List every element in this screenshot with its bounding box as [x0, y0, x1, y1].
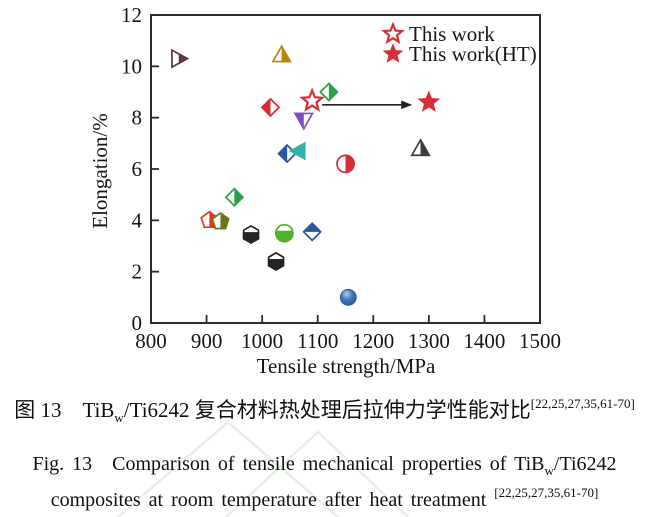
y-tick-label: 10	[121, 54, 142, 78]
caption-cn-text: /Ti6242 复合材料热处理后拉伸力学性能对比	[123, 398, 531, 422]
watermark-line	[117, 420, 339, 517]
x-tick-label: 1500	[519, 329, 561, 353]
y-tick-label: 0	[132, 311, 143, 335]
caption-en-reference: [22,25,27,35,61-70]	[494, 485, 599, 500]
data-point-pentagon	[211, 212, 230, 230]
y-tick-label: 2	[132, 260, 143, 284]
data-point-diamond	[302, 222, 322, 242]
caption-cn-text: 图 13 TiB	[14, 398, 115, 422]
data-point-triangle-up	[410, 138, 431, 157]
watermark-line	[225, 430, 409, 517]
data-point-hexagon	[242, 224, 260, 244]
caption-en-text: /Ti6242	[553, 453, 617, 475]
caption-en-subscript: w	[544, 463, 554, 478]
caption-english-line1: Fig. 13 Comparison of tensile mechanical…	[0, 450, 649, 478]
caption-english-line2: composites at room temperature after hea…	[0, 486, 649, 514]
x-tick-label: 1200	[352, 329, 394, 353]
caption-en-text: composites at room temperature after hea…	[50, 489, 495, 511]
data-point-diamond	[260, 97, 281, 118]
legend-label-this-work-ht: This work(HT)	[409, 42, 537, 66]
data-point-circle	[336, 154, 355, 174]
figure-caption: 图 13 TiBw/Ti6242 复合材料热处理后拉伸力学性能对比[22,25,…	[0, 394, 649, 517]
caption-chinese: 图 13 TiBw/Ti6242 复合材料热处理后拉伸力学性能对比[22,25,…	[0, 396, 649, 424]
x-tick-label: 1000	[241, 329, 283, 353]
ht-shift-arrow	[322, 100, 413, 110]
data-point-star	[381, 21, 405, 45]
data-point-star	[299, 87, 325, 112]
data-point-diamond	[224, 187, 245, 207]
y-tick-label: 6	[132, 157, 143, 181]
x-tick-label: 1400	[463, 329, 505, 353]
x-tick-label: 800	[135, 329, 167, 353]
x-tick-label: 1300	[408, 329, 450, 353]
x-axis-label: Tensile strength/MPa	[257, 354, 436, 378]
data-point-triangle-up	[271, 44, 292, 63]
caption-cn-subscript: w	[114, 410, 124, 426]
data-point-hexagon	[267, 251, 285, 271]
caption-en-text: Fig. 13 Comparison of tensile mechanical…	[32, 453, 545, 475]
y-tick-label: 4	[132, 208, 143, 232]
data-point-circle	[275, 223, 294, 243]
data-point-triangle-down	[293, 112, 314, 131]
y-tick-label: 12	[121, 3, 142, 27]
y-tick-label: 8	[132, 106, 143, 130]
data-point-sphere	[339, 288, 357, 306]
caption-cn-reference: [22,25,27,35,61-70]	[530, 396, 635, 411]
x-tick-label: 900	[191, 329, 223, 353]
x-tick-label: 1100	[297, 329, 338, 353]
data-point-star	[417, 90, 441, 112]
data-point-diamond	[277, 143, 297, 164]
data-point-triangle-right	[171, 48, 190, 69]
y-axis-label: Elongation/%	[88, 113, 112, 228]
data-point-triangle-left	[288, 141, 306, 161]
data-point-star	[382, 43, 404, 63]
legend-label-this-work: This work	[409, 22, 495, 46]
data-point-diamond	[319, 82, 339, 102]
scatter-chart: Tensile strength/MPa Elongation/% This w…	[88, 3, 561, 378]
